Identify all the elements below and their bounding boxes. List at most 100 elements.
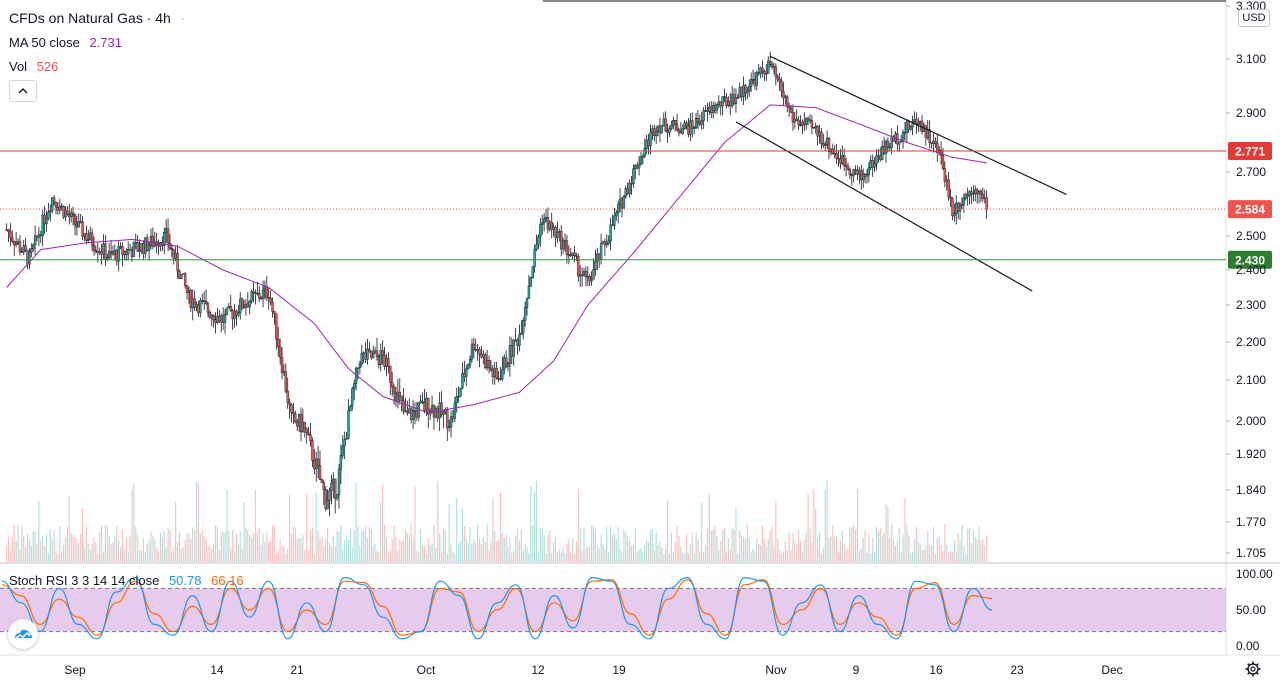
ma-legend[interactable]: MA 50 close 2.731	[9, 35, 122, 50]
candle	[472, 337, 476, 359]
volume-bar	[108, 536, 110, 562]
candle-body	[780, 81, 783, 92]
candle-body	[594, 260, 597, 270]
volume-bar	[611, 535, 614, 562]
volume-bar	[777, 538, 779, 562]
candle	[909, 124, 912, 131]
price-tick-label: 1.770	[1236, 515, 1266, 529]
legend-dots[interactable]: ·	[180, 10, 186, 26]
volume-bar	[216, 526, 219, 562]
volume-bar	[619, 548, 621, 562]
volume-bar	[587, 546, 589, 562]
volume-bar	[416, 550, 418, 562]
volume-bar	[704, 545, 707, 562]
volume-bar	[32, 531, 34, 562]
volume-bar	[773, 548, 775, 562]
volume-bar	[750, 552, 752, 562]
currency-badge[interactable]: USD	[1238, 9, 1270, 27]
volume-bar	[45, 534, 48, 562]
candle	[875, 149, 878, 171]
candle-body	[525, 297, 529, 308]
candle-body	[668, 128, 671, 133]
candle-body	[343, 439, 346, 447]
volume-bar	[477, 524, 479, 562]
candle	[28, 248, 31, 270]
candle-body	[356, 367, 360, 369]
candle	[375, 337, 379, 361]
support-price-label: 2.430	[1235, 253, 1265, 267]
candle-body	[352, 383, 356, 389]
volume-bar	[640, 548, 642, 562]
tradingview-logo[interactable]	[8, 619, 38, 649]
candle	[780, 77, 783, 98]
candle-body	[763, 71, 766, 74]
candle	[223, 309, 227, 334]
candle	[360, 344, 363, 368]
volume-bar	[817, 538, 819, 562]
price-tick-label: 2.200	[1236, 335, 1266, 349]
volume-bar	[638, 549, 640, 562]
candle-body	[286, 390, 289, 403]
support-price-tag[interactable]	[1228, 250, 1272, 269]
volume-bar	[456, 498, 458, 562]
candle-body	[151, 235, 155, 247]
candle-body	[324, 489, 327, 510]
candle-body	[518, 334, 521, 346]
candle-body	[748, 86, 751, 92]
candle	[339, 444, 343, 484]
candle-body	[284, 371, 288, 392]
resistance-price-tag[interactable]	[1228, 142, 1272, 161]
candle	[774, 63, 778, 86]
candle-body	[637, 164, 641, 169]
volume-bar	[972, 530, 974, 562]
volume-bar	[275, 553, 277, 562]
volume-bar	[55, 551, 57, 562]
symbol-title[interactable]: CFDs on Natural Gas · 4h ·	[9, 10, 185, 26]
candle	[81, 215, 84, 241]
collapse-legend-button[interactable]	[9, 80, 37, 102]
candle-body	[776, 76, 779, 80]
volume-bar	[746, 524, 748, 562]
volume-bar	[325, 538, 327, 562]
volume-legend[interactable]: Vol 526	[9, 59, 58, 74]
volume-bar	[647, 542, 650, 562]
stoch-legend[interactable]: Stoch RSI 3 3 14 14 close 50.78 66.16	[9, 573, 244, 588]
candle	[233, 304, 236, 328]
candle-body	[649, 132, 652, 147]
volume-bar	[930, 545, 933, 562]
volume-bar	[583, 527, 585, 562]
candle	[315, 451, 318, 482]
candle-body	[628, 183, 631, 195]
candle-body	[744, 85, 747, 94]
candle-body	[466, 364, 470, 370]
volume-bar	[796, 544, 798, 562]
gear-icon[interactable]	[1244, 660, 1262, 678]
candle-body	[824, 144, 827, 146]
volume-bar	[718, 549, 720, 562]
candle	[389, 365, 392, 396]
candle-body	[73, 214, 77, 225]
volume-bar	[294, 527, 296, 562]
volume-bar	[832, 525, 834, 562]
candle	[449, 410, 453, 438]
volume-bar	[178, 531, 181, 562]
volume-bar	[889, 538, 891, 562]
volume-bar	[427, 538, 429, 562]
volume-bar	[917, 541, 919, 562]
volume-bar	[564, 553, 566, 562]
candle-body	[417, 403, 420, 418]
candle	[681, 124, 684, 136]
candle-body	[901, 132, 905, 141]
candle	[379, 343, 382, 372]
candle-body	[886, 140, 890, 148]
candle	[294, 410, 297, 424]
candle-body	[985, 197, 988, 210]
candle-body	[654, 131, 658, 136]
candle	[843, 148, 846, 172]
candle	[958, 201, 962, 220]
candle	[590, 271, 593, 286]
last-price-tag[interactable]	[1228, 200, 1272, 219]
volume-bar	[723, 527, 726, 562]
volume-bar	[298, 537, 300, 562]
